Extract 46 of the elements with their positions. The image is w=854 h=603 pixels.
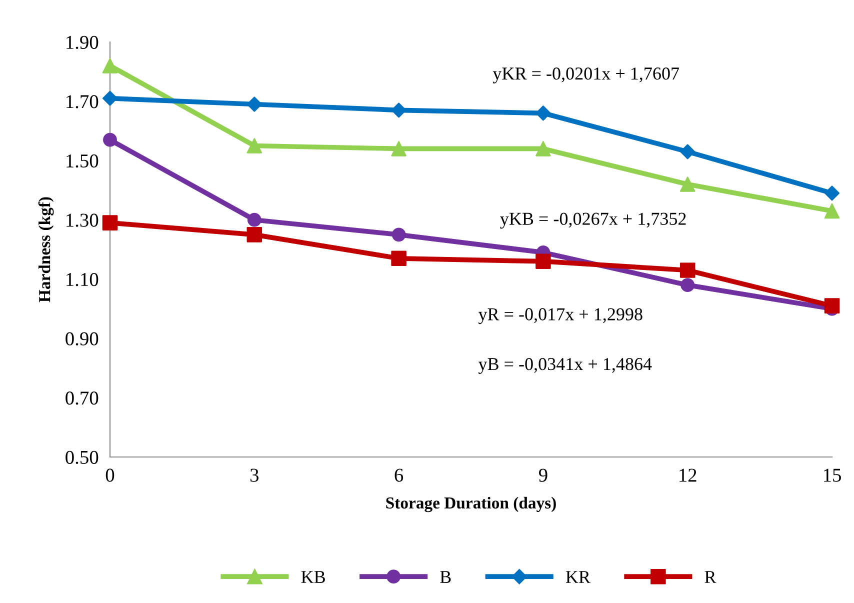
point — [536, 141, 551, 156]
point — [536, 254, 551, 269]
legend-label: KB — [301, 571, 325, 583]
point — [391, 102, 406, 118]
y-tick-label: 1.10 — [66, 272, 98, 286]
x-tick-label: 12 — [680, 468, 696, 482]
point — [680, 144, 696, 160]
point — [391, 141, 406, 156]
x-tick-label: 6 — [394, 468, 404, 482]
point — [246, 138, 262, 154]
y-axis-title: Hardness (kgf) — [38, 197, 54, 302]
legend-label: KR — [566, 571, 590, 583]
point — [536, 106, 551, 121]
point — [680, 176, 696, 192]
annotation: yB = -0,0341x + 1,4864 — [478, 358, 652, 374]
point — [102, 58, 118, 74]
point — [824, 203, 840, 219]
x-tick-label: 15 — [824, 468, 841, 482]
x-axis-title: Storage Duration (days) — [386, 496, 556, 512]
y-tick-label: 1.30 — [66, 214, 98, 227]
point — [824, 298, 840, 314]
point — [680, 262, 696, 278]
annotation: yKB = -0,0267x + 1,7352 — [500, 212, 686, 229]
y-tick-label: 0.50 — [66, 450, 98, 464]
point — [824, 186, 840, 201]
y-tick-label: 0.70 — [66, 392, 98, 405]
y-tick-label: 1.90 — [66, 36, 98, 50]
point — [103, 132, 117, 147]
point — [246, 227, 262, 242]
point — [246, 96, 262, 112]
y-tick-label: 1.50 — [66, 154, 98, 168]
point — [102, 90, 118, 106]
x-tick-label: 9 — [538, 468, 548, 482]
x-tick-label: 0 — [106, 468, 114, 482]
legend-label: R — [704, 571, 716, 583]
x-tick-label: 3 — [250, 468, 258, 482]
point — [247, 212, 262, 227]
annotation: yR = -0,017x + 1,2998 — [478, 308, 642, 324]
y-tick-label: 1.70 — [66, 95, 98, 108]
annotation: yKR = -0,0201x + 1,7607 — [492, 67, 680, 84]
point — [392, 228, 406, 242]
point — [102, 215, 118, 230]
point — [391, 250, 406, 266]
point — [680, 278, 695, 292]
legend-label: B — [440, 571, 451, 583]
y-tick-label: 0.90 — [66, 332, 98, 346]
